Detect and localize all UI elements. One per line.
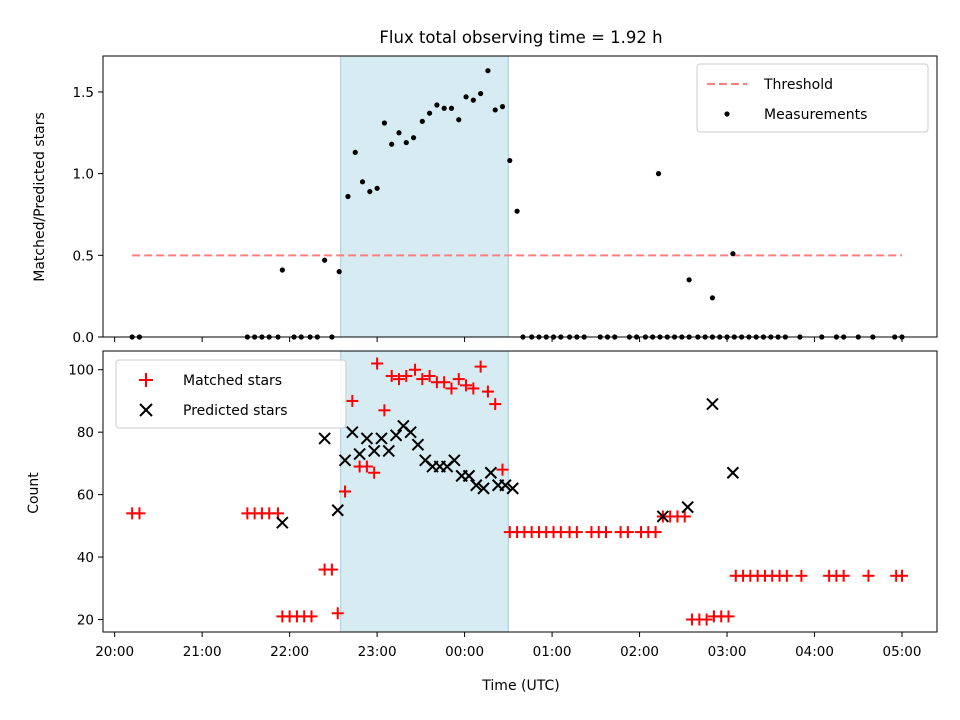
matched-star-point: [862, 570, 874, 582]
measurement-point: [427, 111, 432, 116]
measurement-point: [420, 119, 425, 124]
matched-star-point: [701, 614, 713, 626]
bottom-x-tick-label: 05:00: [883, 644, 922, 660]
top-y-axis-ticks: 0.0 0.5 1.0 1.5: [73, 85, 103, 346]
measurement-point: [434, 102, 439, 107]
bottom-x-tick-label: 21:00: [183, 644, 222, 660]
star-count-panel: 20 40 60 80 100 20:00 21:00 22:00 23:00 00:00 01:…: [26, 351, 937, 694]
bottom-x-tick-label: 01:00: [533, 644, 572, 660]
bottom-x-tick-label: 02:00: [620, 644, 659, 660]
measurement-point: [411, 135, 416, 140]
measurement-point: [730, 251, 735, 256]
legend-matched-label: Matched stars: [183, 373, 282, 389]
matched-star-point: [622, 526, 634, 538]
matched-star-point: [723, 610, 735, 622]
bottom-x-tick-label: 00:00: [445, 644, 484, 660]
predicted-star-point: [319, 433, 330, 444]
legend-measurement-swatch: [724, 111, 729, 116]
bottom-x-axis-label: Time (UTC): [481, 678, 559, 694]
top-y-tick-label: 0.5: [73, 248, 94, 264]
measurement-point: [345, 194, 350, 199]
matched-star-point: [650, 526, 662, 538]
measurement-point: [404, 140, 409, 145]
bottom-x-tick-label: 20:00: [95, 644, 134, 660]
flux-ratio-panel: Flux total observing time = 1.92 h 0.00.…: [32, 28, 937, 346]
measurement-point: [456, 117, 461, 122]
matched-star-point: [600, 526, 612, 538]
matched-star-point: [306, 610, 318, 622]
measurement-point: [656, 171, 661, 176]
measurement-point: [322, 258, 327, 263]
bottom-x-axis-ticks: 20:00 21:00 22:00 23:00 00:00 01:00 02:00 03:00…: [95, 632, 921, 660]
measurement-point: [500, 104, 505, 109]
bottom-y-tick-label: 40: [77, 550, 94, 566]
measurement-point: [485, 68, 490, 73]
legend-predicted-label: Predicted stars: [183, 403, 288, 419]
measurement-point: [710, 295, 715, 300]
measurement-point: [514, 209, 519, 214]
matched-star-point: [795, 570, 807, 582]
legend-measurement-label: Measurements: [764, 107, 867, 123]
matched-star-point: [679, 510, 691, 522]
bottom-y-axis-ticks: 20 40 60 80 100: [68, 363, 103, 629]
predicted-star-point: [277, 517, 288, 528]
matched-star-point: [781, 570, 793, 582]
chart-title: Flux total observing time = 1.92 h: [379, 28, 662, 47]
measurement-point: [367, 189, 372, 194]
measurement-point: [493, 107, 498, 112]
figure: Flux total observing time = 1.92 h 0.00.…: [0, 0, 960, 720]
top-legend: Threshold Measurements: [697, 64, 928, 132]
bottom-shaded-region: [341, 351, 509, 632]
measurement-point: [353, 150, 358, 155]
measurement-point: [389, 142, 394, 147]
top-y-tick-label: 1.0: [73, 167, 94, 183]
measurement-point: [396, 130, 401, 135]
measurement-point: [280, 267, 285, 272]
measurement-point: [463, 94, 468, 99]
bottom-y-axis-label: Count: [26, 472, 42, 514]
bottom-x-tick-label: 22:00: [270, 644, 309, 660]
matched-star-point: [326, 564, 338, 576]
bottom-legend: Matched stars Predicted stars: [116, 360, 346, 428]
measurement-point: [442, 106, 447, 111]
top-shaded-region: [341, 56, 509, 337]
matched-star-point: [133, 507, 145, 519]
bottom-y-tick-label: 80: [77, 425, 94, 441]
top-y-tick-label: 0.0: [73, 330, 94, 346]
legend-threshold-label: Threshold: [763, 77, 833, 93]
top-y-axis-label: Matched/Predicted stars: [32, 112, 48, 282]
bottom-y-tick-label: 60: [77, 488, 94, 504]
measurement-point: [337, 269, 342, 274]
matched-star-point: [896, 570, 908, 582]
bottom-y-tick-label: 20: [77, 613, 94, 629]
matched-star-point: [571, 526, 583, 538]
predicted-star-point: [727, 467, 738, 478]
bottom-y-tick-label: 100: [68, 363, 94, 379]
measurement-point: [687, 277, 692, 282]
predicted-star-point: [707, 399, 718, 410]
measurement-point: [375, 186, 380, 191]
measurement-point: [471, 98, 476, 103]
measurement-point: [449, 106, 454, 111]
top-y-tick-label: 1.5: [73, 85, 94, 101]
bottom-x-tick-label: 03:00: [708, 644, 747, 660]
predicted-star-point: [682, 502, 693, 513]
measurement-point: [478, 91, 483, 96]
bottom-x-tick-label: 23:00: [358, 644, 397, 660]
measurement-point: [360, 179, 365, 184]
matched-star-point: [838, 570, 850, 582]
measurement-point: [382, 120, 387, 125]
bottom-x-tick-label: 04:00: [795, 644, 834, 660]
measurement-point: [507, 158, 512, 163]
